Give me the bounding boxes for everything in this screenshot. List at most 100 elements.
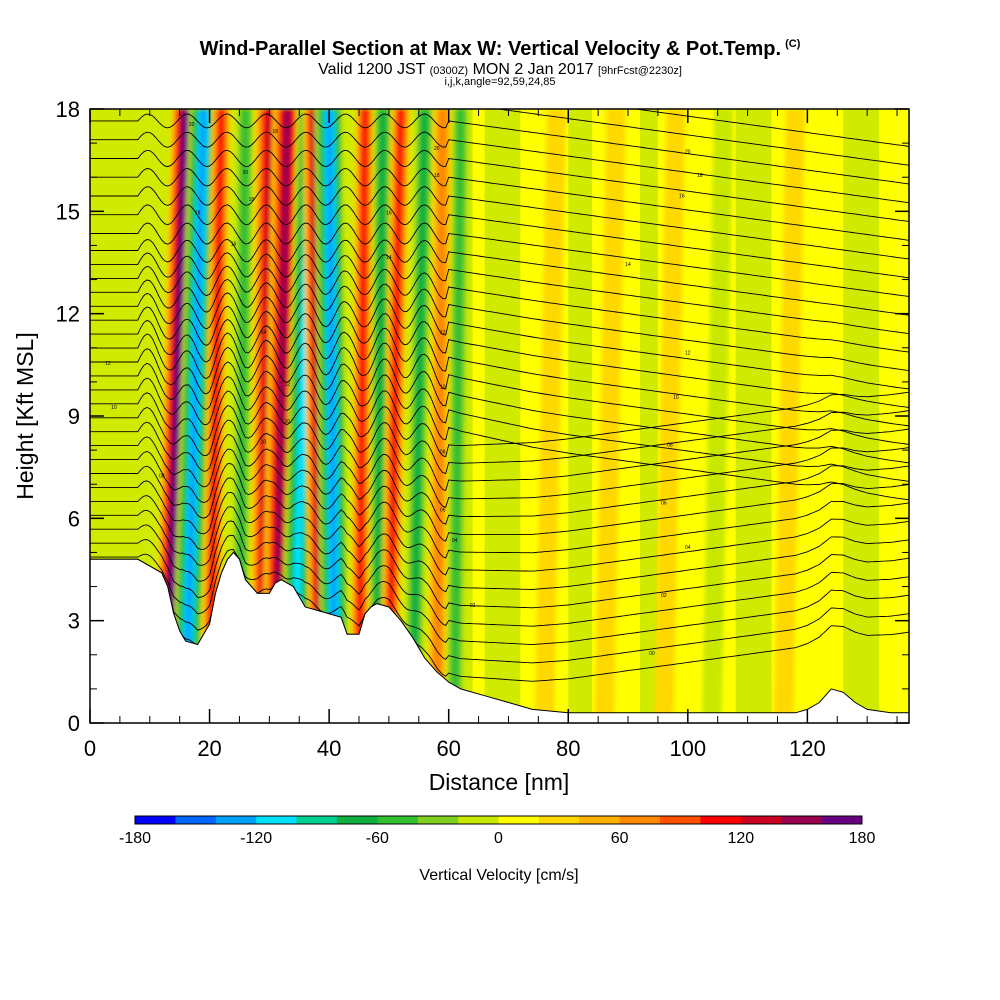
contour-label-2: 20 bbox=[434, 146, 440, 152]
x-tick-label-5: 100 bbox=[669, 736, 706, 761]
contour-label-32: 02 bbox=[661, 593, 667, 599]
velocity-band-4-5 bbox=[259, 109, 273, 723]
contour-label-18: 10 bbox=[111, 405, 117, 411]
colorbar-swatch-15 bbox=[740, 816, 782, 824]
colorbar-swatch-1 bbox=[175, 816, 217, 824]
colorbar-swatch-0 bbox=[135, 816, 176, 824]
velocity-band-14-2 bbox=[450, 109, 465, 723]
theta-contour-6 bbox=[90, 491, 909, 576]
chart-title: Wind-Parallel Section at Max W: Vertical… bbox=[0, 38, 1000, 61]
colorbar-swatch-4 bbox=[296, 816, 338, 824]
colorbar-swatch-2 bbox=[215, 816, 257, 824]
colorbar-tick-label-2: -60 bbox=[366, 830, 389, 847]
theta-contour-30 bbox=[90, 131, 909, 204]
theta-contour-26 bbox=[90, 204, 909, 279]
contour-label-20: 10 bbox=[440, 385, 446, 391]
x-tick-label-6: 120 bbox=[789, 736, 826, 761]
theta-contour-28 bbox=[90, 168, 909, 241]
contour-label-0: 20 bbox=[189, 122, 195, 128]
colorbar-swatch-17 bbox=[821, 816, 863, 824]
theta-contour-15 bbox=[90, 361, 909, 482]
forecast-info: [9hrFcst@2230z] bbox=[597, 65, 682, 77]
theta-contour-11 bbox=[90, 419, 909, 491]
contour-label-9: 16 bbox=[679, 194, 685, 200]
contour-label-10: 18 bbox=[195, 211, 201, 217]
velocity-band-18-0 bbox=[702, 109, 734, 723]
terrain bbox=[90, 551, 909, 723]
contour-label-33: 00 bbox=[649, 651, 655, 657]
contour-label-22: 10 bbox=[284, 419, 290, 425]
colorbar-swatch-13 bbox=[660, 816, 701, 824]
velocity-band-16-0 bbox=[594, 109, 626, 723]
contour-label-14: 12 bbox=[105, 361, 111, 367]
x-axis-title: Distance [nm] bbox=[429, 769, 570, 795]
colorbar-tick-label-6: 180 bbox=[849, 830, 876, 847]
colorbar-frame bbox=[134, 815, 863, 825]
chart-subtitle: Valid 1200 JST (0300Z) MON 2 Jan 2017 [9… bbox=[0, 61, 1000, 79]
contour-label-17: 12 bbox=[685, 351, 691, 357]
contour-label-5: 18 bbox=[434, 173, 440, 179]
colorbar-swatch-14 bbox=[700, 816, 742, 824]
colorbar-tick-label-1: -120 bbox=[240, 830, 272, 847]
valid-utc: (0300Z) bbox=[429, 65, 469, 77]
velocity-band-15-0 bbox=[534, 109, 566, 723]
colorbar-tick-label-5: 120 bbox=[727, 830, 754, 847]
contour-label-28: 06 bbox=[661, 501, 667, 507]
theta-contour-18 bbox=[90, 318, 909, 427]
theta-contour-31 bbox=[90, 113, 909, 185]
weak-zone-3 bbox=[568, 109, 593, 723]
theta-contour-2 bbox=[90, 549, 909, 646]
velocity-band-0-7 bbox=[165, 109, 189, 723]
terrain-mask bbox=[90, 551, 909, 723]
contour-label-31: 02 bbox=[470, 603, 476, 609]
contour-label-11: 16 bbox=[231, 241, 237, 247]
theta-contour-27 bbox=[90, 186, 909, 260]
theta-contour-labels: 20 18 20 20 20 18 18 18 16 16 18 16 14 14 12 14 12 12 10 12… bbox=[105, 122, 703, 657]
theta-contour-9 bbox=[90, 448, 909, 525]
chart-title-text: Wind-Parallel Section at Max W: Vertical… bbox=[199, 38, 782, 60]
theta-contour-23 bbox=[90, 252, 909, 335]
velocity-band-17-0 bbox=[654, 109, 686, 723]
contour-label-26: 08 bbox=[159, 473, 165, 479]
weak-zone-6 bbox=[843, 109, 880, 723]
theta-contour-4 bbox=[90, 520, 909, 610]
theta-contour-7 bbox=[90, 477, 909, 559]
x-tick-label-0: 0 bbox=[84, 736, 96, 761]
colorbar-swatch-7 bbox=[417, 816, 459, 824]
velocity-band-12-3 bbox=[409, 109, 429, 723]
contour-label-27: 06 bbox=[440, 508, 446, 514]
y-tick-label-5: 15 bbox=[56, 199, 80, 224]
theta-contour-3 bbox=[90, 534, 909, 627]
contour-label-15: 14 bbox=[261, 330, 267, 336]
contour-label-25: 08 bbox=[667, 443, 673, 449]
y-tick-label-3: 9 bbox=[68, 404, 80, 429]
colorbar: -180 -120 -60 0 60 120 180 bbox=[119, 815, 876, 847]
copyright-mark: (C) bbox=[785, 38, 801, 51]
contour-label-30: 04 bbox=[685, 545, 691, 551]
contour-label-12: 14 bbox=[386, 255, 392, 261]
theta-contour-21 bbox=[90, 278, 909, 372]
contour-label-7: 18 bbox=[249, 197, 255, 203]
contour-label-16: 12 bbox=[440, 330, 446, 336]
y-tick-label-0: 0 bbox=[68, 711, 80, 736]
theta-contour-16 bbox=[90, 346, 909, 464]
colorbar-swatch-3 bbox=[256, 816, 298, 824]
theta-contour-10 bbox=[90, 434, 909, 508]
y-tick-label-4: 12 bbox=[56, 302, 80, 327]
contour-label-29: 04 bbox=[452, 538, 458, 544]
contour-label-3: 20 bbox=[685, 149, 691, 155]
contour-label-4: 20 bbox=[243, 170, 249, 176]
contour-label-1: 18 bbox=[273, 129, 279, 135]
colorbar-swatch-10 bbox=[538, 816, 580, 824]
contour-label-23: 10 bbox=[261, 439, 267, 445]
colorbar-swatch-11 bbox=[579, 816, 621, 824]
weak-zone-4 bbox=[639, 109, 658, 723]
contour-label-19: 12 bbox=[284, 381, 290, 387]
y-tick-label-1: 3 bbox=[68, 609, 80, 634]
colorbar-swatch-6 bbox=[377, 816, 419, 824]
valid-date: MON 2 Jan 2017 bbox=[472, 61, 594, 78]
theta-contour-33 bbox=[632, 109, 909, 147]
section-indices: i,j,k,angle=92,59,24,85 bbox=[444, 76, 556, 88]
